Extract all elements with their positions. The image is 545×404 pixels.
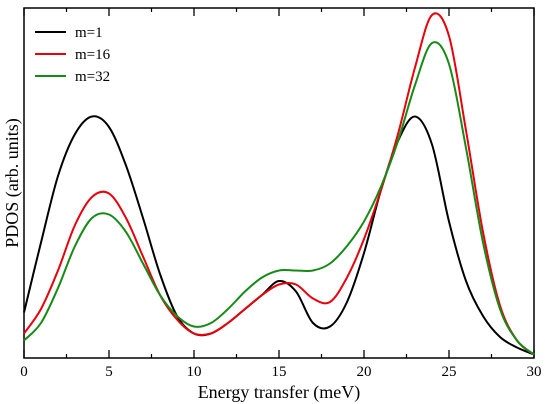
x-tick-label: 10 <box>187 364 202 380</box>
legend-label-m-16: m=16 <box>75 47 111 63</box>
legend-label-m-32: m=32 <box>75 69 110 85</box>
x-tick-label: 15 <box>272 364 287 380</box>
x-tick-label: 30 <box>527 364 542 380</box>
series-line-m-32 <box>23 41 535 356</box>
x-tick-label: 20 <box>357 364 372 380</box>
x-tick-label: 25 <box>442 364 457 380</box>
series-lines <box>23 12 535 356</box>
x-tick-label: 5 <box>105 364 113 380</box>
x-tick-label: 0 <box>20 364 28 380</box>
legend: m=1 m=16 m=32 <box>35 25 111 85</box>
legend-label-m-1: m=1 <box>75 25 103 41</box>
series-line-m-1 <box>23 115 535 356</box>
series-line-m-16 <box>23 12 535 356</box>
x-ticks: 0 5 10 15 20 25 30 <box>20 8 542 380</box>
x-axis-title: Energy transfer (meV) <box>198 382 361 403</box>
y-axis-title: PDOS (arb. units) <box>2 118 23 248</box>
